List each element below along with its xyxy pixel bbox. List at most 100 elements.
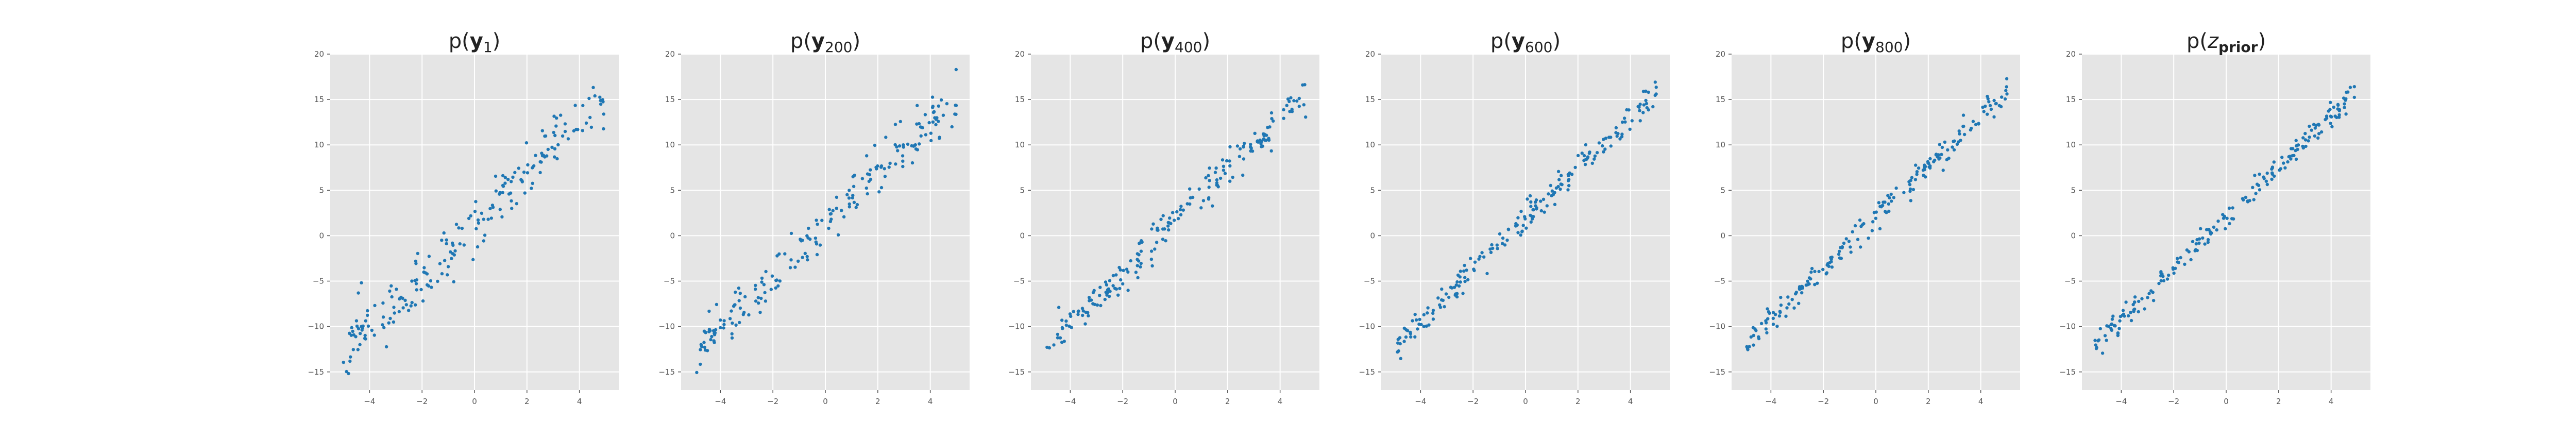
scatter-point <box>1249 146 1253 150</box>
scatter-point <box>901 164 905 169</box>
scatter-point <box>511 175 515 179</box>
y-tick-label: −10 <box>1359 322 1375 331</box>
scatter-point <box>2301 146 2305 150</box>
scatter-point <box>931 120 935 124</box>
scatter-point <box>1452 285 1456 289</box>
scatter-point <box>1558 188 1562 191</box>
scatter-point <box>1937 153 1940 157</box>
title-part: ) <box>493 29 501 53</box>
scatter-point <box>1601 144 1604 148</box>
scatter-point <box>1989 107 1993 111</box>
scatter-point <box>1140 239 1143 243</box>
scatter-point <box>695 370 699 375</box>
scatter-point <box>1136 264 1139 267</box>
y-tick-label: −5 <box>1013 277 1025 286</box>
scatter-point <box>897 144 902 148</box>
scatter-point <box>764 299 768 303</box>
scatter-point <box>2303 138 2308 142</box>
scatter-point <box>2003 97 2007 101</box>
scatter-point <box>1593 154 1597 158</box>
scatter-point <box>803 251 807 255</box>
scatter-point <box>1216 185 1220 189</box>
scatter-point <box>2137 310 2140 314</box>
scatter-point <box>851 175 855 179</box>
scatter-point <box>1431 317 1435 321</box>
scatter-point <box>1221 158 1225 162</box>
scatter-point <box>1567 179 1570 182</box>
scatter-point <box>602 127 605 131</box>
scatter-point <box>1934 153 1938 157</box>
y-tick-label: −5 <box>2064 277 2076 286</box>
scatter-point <box>1262 132 1265 136</box>
scatter-point <box>1253 131 1257 135</box>
scatter-point <box>1179 205 1183 208</box>
scatter-point <box>442 231 446 235</box>
scatter-point <box>1887 209 1891 213</box>
scatter-point <box>1821 267 1825 272</box>
scatter-point <box>758 311 762 314</box>
scatter-point <box>1159 217 1163 221</box>
scatter-point <box>799 238 802 242</box>
scatter-point <box>2225 216 2229 220</box>
scatter-point <box>414 303 417 307</box>
scatter-point <box>1807 276 1811 280</box>
scatter-point <box>783 252 787 256</box>
scatter-point <box>360 328 364 332</box>
scatter-point <box>2000 95 2004 99</box>
scatter-point <box>414 259 418 263</box>
scatter-point <box>342 361 345 364</box>
scatter-point <box>702 329 706 333</box>
scatter-point <box>1590 161 1594 165</box>
scatter-point <box>397 310 401 314</box>
scatter-point <box>399 295 403 299</box>
scatter-point <box>910 144 913 148</box>
y-tick-label: −10 <box>658 322 675 331</box>
scatter-point <box>540 151 544 155</box>
scatter-point <box>1413 335 1417 339</box>
scatter-point <box>1297 105 1301 108</box>
scatter-point <box>2121 309 2125 312</box>
x-tick-label: 2 <box>875 397 880 406</box>
scatter-point <box>1524 226 1528 230</box>
scatter-point <box>2133 295 2137 299</box>
scatter-point <box>1215 178 1219 182</box>
title-part: ) <box>852 29 860 53</box>
scatter-point <box>1797 301 1801 305</box>
scatter-point <box>553 147 557 150</box>
scatter-point <box>566 137 570 141</box>
y-tick-label: 15 <box>1365 95 1375 104</box>
scatter-point <box>1534 200 1537 204</box>
scatter-point <box>476 218 480 222</box>
scatter-point <box>1211 204 1214 208</box>
x-tick-label: 0 <box>2224 397 2229 406</box>
scatter-point <box>2319 130 2324 134</box>
scatter-point <box>1125 267 1129 271</box>
panel-6: −4 −2 0 2 4 −15 −10 −5 0 5 10 15 20 p(zprior) <box>2059 29 2370 406</box>
scatter-point <box>2313 134 2317 138</box>
scatter-point <box>587 96 591 100</box>
scatter-point <box>699 348 702 351</box>
scatter-point <box>1060 318 1064 322</box>
scatter-point <box>574 127 578 131</box>
scatter-point <box>363 333 367 338</box>
scatter-point <box>1058 336 1062 340</box>
y-tick-label: −15 <box>1008 367 1025 377</box>
scatter-point <box>1974 123 1978 126</box>
scatter-point <box>1164 239 1167 243</box>
scatter-point <box>1228 164 1232 168</box>
scatter-point <box>879 164 884 168</box>
scatter-point <box>1908 183 1912 187</box>
scatter-point <box>883 167 886 171</box>
scatter-point <box>1829 260 1833 264</box>
scatter-point <box>2257 183 2261 187</box>
scatter-point <box>1911 188 1916 192</box>
x-tick-label: −4 <box>2115 397 2127 406</box>
scatter-point <box>1176 217 1180 221</box>
scatter-point <box>1118 268 1122 272</box>
scatter-point <box>924 133 928 137</box>
x-tick-label: −4 <box>715 397 726 406</box>
scatter-point <box>2137 299 2141 304</box>
scatter-point <box>2343 106 2346 109</box>
scatter-point <box>1292 99 1296 103</box>
scatter-point <box>1535 206 1538 210</box>
